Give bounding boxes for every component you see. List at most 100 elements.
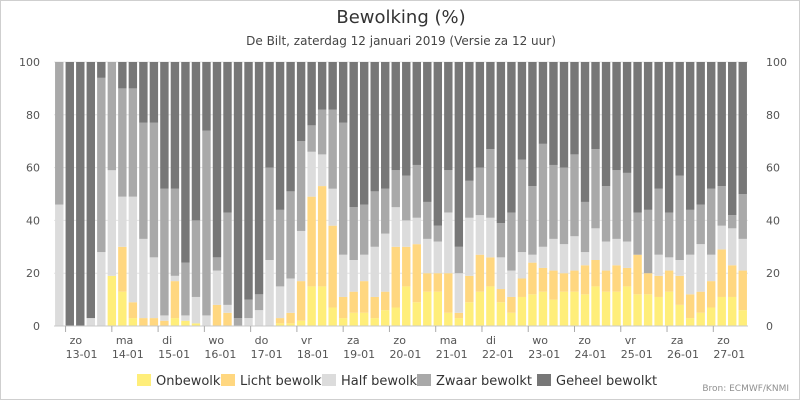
bar-segment-4-9: [149, 62, 159, 123]
bar-segment-4-48: [559, 62, 569, 168]
bar-segment-3-7: [128, 88, 138, 197]
bar-segment-3-56: [643, 209, 653, 274]
bar-segment-0-22: [286, 323, 295, 326]
bar-segment-0-54: [622, 286, 632, 326]
bar-segment-1-46: [538, 267, 548, 292]
bar-segment-4-26: [328, 62, 337, 110]
bar-segment-3-62: [706, 188, 716, 255]
bar-segment-4-36: [433, 62, 443, 226]
bar-segment-0-55: [633, 294, 642, 326]
bar-segment-1-56: [643, 273, 653, 295]
bar-segment-0-42: [496, 302, 506, 326]
bar-segment-1-57: [654, 275, 663, 297]
x-tick-date-1: 14-01: [112, 348, 144, 361]
bar-segment-2-61: [696, 244, 705, 292]
bar-segment-0-11: [170, 318, 180, 326]
bar-segment-0-52: [601, 291, 611, 326]
bar-segment-4-51: [591, 62, 600, 150]
bar-segment-4-19: [254, 62, 264, 295]
y-tick-label-left-4: 80: [26, 109, 40, 122]
legend-label-3: Zwaar bewolkt: [436, 374, 532, 389]
bar-segment-4-22: [286, 62, 295, 192]
bar-segment-0-53: [612, 291, 621, 326]
bar-segment-0-7: [128, 318, 138, 326]
bar-segment-0-12: [181, 320, 190, 326]
bar-segment-3-31: [381, 188, 390, 234]
bar-segment-4-8: [139, 62, 148, 123]
legend-swatch-2: [322, 374, 336, 386]
bar-segment-1-22: [286, 312, 295, 324]
bar-segment-0-56: [643, 294, 653, 326]
bar-segment-4-46: [538, 62, 548, 144]
x-tick-day-13: za: [671, 334, 684, 347]
bar-segment-1-50: [580, 265, 590, 295]
bar-segment-2-10: [160, 315, 169, 321]
bar-segment-4-39: [465, 62, 474, 181]
bar-segment-1-61: [696, 291, 705, 313]
bar-segment-4-58: [664, 62, 674, 213]
bar-segment-4-25: [317, 62, 327, 110]
bar-segment-3-46: [538, 143, 548, 247]
y-tick-label-left-3: 60: [26, 162, 40, 175]
bar-segment-2-33: [402, 220, 411, 247]
bar-segment-1-52: [601, 270, 611, 292]
bar-segment-0-25: [317, 286, 327, 326]
bar-segment-1-53: [612, 265, 621, 292]
bar-segment-1-27: [338, 296, 348, 319]
y-tick-label-right-5: 100: [766, 56, 787, 69]
bar-segment-4-62: [706, 62, 716, 189]
bar-segment-0-34: [412, 302, 421, 326]
bar-segment-1-65: [738, 270, 747, 311]
x-tick-date-5: 18-01: [297, 348, 329, 361]
y-tick-label-left-5: 100: [19, 56, 40, 69]
x-tick-date-3: 16-01: [204, 348, 236, 361]
bar-segment-4-17: [233, 62, 243, 319]
bar-segment-4-16: [223, 62, 232, 213]
bar-segment-0-50: [580, 294, 590, 326]
bar-segment-3-45: [528, 186, 537, 255]
bar-segment-2-35: [423, 238, 432, 274]
bar-segment-1-54: [622, 267, 632, 287]
bar-segment-0-37: [444, 312, 453, 326]
bar-segment-4-12: [181, 62, 190, 263]
bar-segment-0-48: [559, 291, 569, 326]
bar-segment-0-24: [307, 286, 316, 326]
bar-segment-3-38: [454, 246, 464, 274]
bar-segment-0-62: [706, 307, 716, 326]
bar-segment-3-4: [97, 77, 106, 253]
bar-segment-2-50: [580, 252, 590, 266]
bar-segment-4-50: [580, 62, 590, 202]
x-tick-day-14: zo: [717, 334, 730, 347]
bar-segment-1-41: [486, 257, 495, 287]
y-tick-label-right-2: 40: [766, 214, 780, 227]
bar-segment-1-32: [391, 246, 400, 308]
bar-segment-4-56: [643, 62, 653, 210]
bar-segment-0-6: [118, 291, 127, 326]
bar-segment-1-40: [475, 254, 485, 292]
bar-segment-4-35: [423, 62, 432, 202]
x-tick-day-7: zo: [393, 334, 406, 347]
bar-segment-2-8: [139, 238, 148, 319]
bar-segment-2-4: [97, 252, 106, 326]
bar-segment-2-21: [275, 286, 285, 319]
bar-segment-1-48: [559, 273, 569, 292]
bar-segment-1-38: [454, 312, 464, 319]
bar-segment-0-35: [423, 291, 432, 326]
bar-segment-3-26: [328, 109, 337, 189]
chart-title: Bewolking (%): [336, 7, 466, 28]
bar-segment-3-63: [717, 186, 726, 226]
bar-segment-2-28: [349, 260, 358, 292]
bar-segment-2-25: [317, 154, 327, 187]
bar-segment-2-63: [717, 225, 726, 250]
bar-segment-0-58: [664, 291, 674, 326]
bar-segment-3-51: [591, 149, 600, 229]
bar-segment-2-53: [612, 238, 621, 266]
y-tick-label-right-3: 60: [766, 162, 780, 175]
bar-segment-1-59: [675, 275, 684, 305]
bar-segment-3-57: [654, 188, 663, 255]
y-tick-label-left-1: 20: [26, 267, 40, 280]
bar-segment-2-9: [149, 257, 159, 319]
bar-segment-0-31: [381, 310, 390, 326]
bar-segment-1-30: [370, 296, 379, 319]
